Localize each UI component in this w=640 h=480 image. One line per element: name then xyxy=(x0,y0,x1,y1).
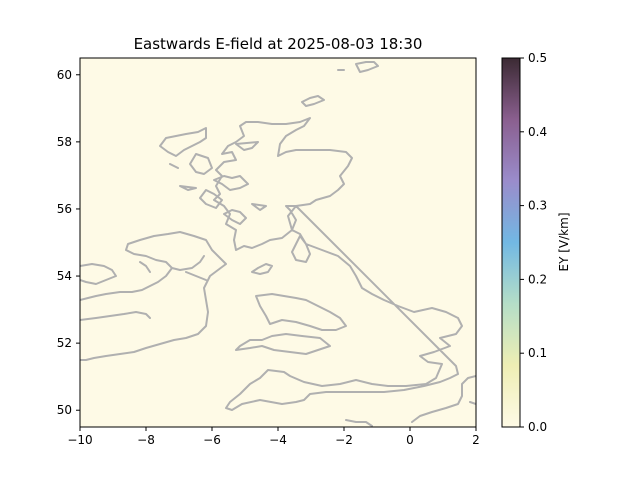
y-axis: 50 52 54 56 58 60 xyxy=(57,68,80,417)
colorbar: 0.0 0.1 0.2 0.3 0.4 0.5 EY [V/km] xyxy=(501,51,571,434)
colorbar-tick-label: 0.1 xyxy=(528,346,547,360)
great-britain-coastline xyxy=(213,117,463,411)
x-tick-label: −2 xyxy=(335,433,353,447)
coastlines xyxy=(80,61,476,427)
y-tick-label: 60 xyxy=(57,68,72,82)
y-tick-label: 54 xyxy=(57,269,72,283)
map-title: Eastwards E-field at 2025-08-03 18:30 xyxy=(134,35,423,53)
y-tick-label: 52 xyxy=(57,336,72,350)
x-tick-label: 2 xyxy=(472,433,480,447)
colorbar-tick-label: 0.3 xyxy=(528,199,547,213)
colorbar-label: EY [V/km] xyxy=(557,213,571,272)
x-axis: −10 −8 −6 −4 −2 0 2 xyxy=(67,427,480,447)
colorbar-frame xyxy=(501,57,521,428)
map-background xyxy=(80,58,476,427)
x-tick-label: −8 xyxy=(137,433,155,447)
colorbar-tick-label: 0.0 xyxy=(528,420,547,434)
ireland-coastline xyxy=(80,231,227,361)
y-tick-label: 58 xyxy=(57,135,72,149)
y-tick-label: 50 xyxy=(57,403,72,417)
x-tick-label: −4 xyxy=(269,433,287,447)
colorbar-tick-label: 0.5 xyxy=(528,51,547,65)
scottish-islands xyxy=(159,61,379,275)
colorbar-ticks: 0.0 0.1 0.2 0.3 0.4 0.5 xyxy=(520,51,547,434)
x-tick-label: −6 xyxy=(203,433,221,447)
x-tick-label: 0 xyxy=(406,433,414,447)
map-axes: −10 −8 −6 −4 −2 0 2 50 52 54 56 58 60 xyxy=(57,57,480,447)
colorbar-tick-label: 0.4 xyxy=(528,125,547,139)
y-tick-label: 56 xyxy=(57,202,72,216)
x-tick-label: −10 xyxy=(67,433,92,447)
france-coastline xyxy=(345,375,476,427)
colorbar-gradient xyxy=(502,58,520,427)
colorbar-tick-label: 0.2 xyxy=(528,272,547,286)
